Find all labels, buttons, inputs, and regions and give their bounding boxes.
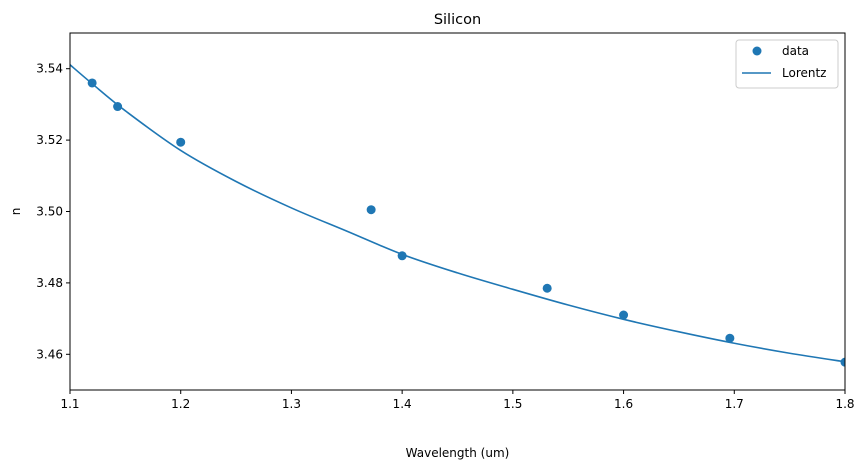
plot-area bbox=[70, 64, 845, 367]
x-axis-label: Wavelength (um) bbox=[406, 446, 510, 460]
legend-box bbox=[735, 39, 839, 89]
y-tick-label: 3.46 bbox=[36, 347, 63, 361]
x-tick-label: 1.3 bbox=[282, 397, 301, 411]
y-axis: 3.46 3.48 3.50 3.52 3.54 bbox=[36, 62, 70, 361]
y-tick-label: 3.50 bbox=[36, 205, 63, 219]
chart-title: Silicon bbox=[434, 12, 481, 28]
x-tick-label: 1.6 bbox=[614, 397, 633, 411]
lorentz-fit-line bbox=[70, 64, 845, 363]
legend-label-data: data bbox=[782, 44, 809, 58]
data-point bbox=[366, 205, 376, 215]
data-point bbox=[87, 78, 97, 88]
legend: data Lorentz bbox=[735, 39, 839, 89]
data-point bbox=[542, 283, 552, 293]
x-tick-label: 1.7 bbox=[725, 397, 744, 411]
data-point bbox=[176, 137, 186, 147]
y-axis-label: n bbox=[9, 208, 23, 216]
data-point bbox=[397, 251, 407, 261]
x-tick-label: 1.8 bbox=[835, 397, 854, 411]
x-tick-label: 1.4 bbox=[393, 397, 412, 411]
x-tick-label: 1.2 bbox=[171, 397, 190, 411]
data-point bbox=[725, 333, 735, 343]
legend-label-lorentz: Lorentz bbox=[782, 66, 826, 80]
x-axis: 1.1 1.2 1.3 1.4 1.5 1.6 1.7 1.8 bbox=[60, 390, 855, 411]
y-tick-label: 3.48 bbox=[36, 276, 63, 290]
legend-marker-data bbox=[752, 46, 762, 56]
y-tick-label: 3.52 bbox=[36, 133, 63, 147]
data-point bbox=[113, 102, 123, 112]
data-point bbox=[619, 310, 629, 320]
x-tick-label: 1.1 bbox=[60, 397, 79, 411]
y-tick-label: 3.54 bbox=[36, 62, 63, 76]
x-tick-label: 1.5 bbox=[503, 397, 522, 411]
data-point bbox=[840, 357, 845, 367]
